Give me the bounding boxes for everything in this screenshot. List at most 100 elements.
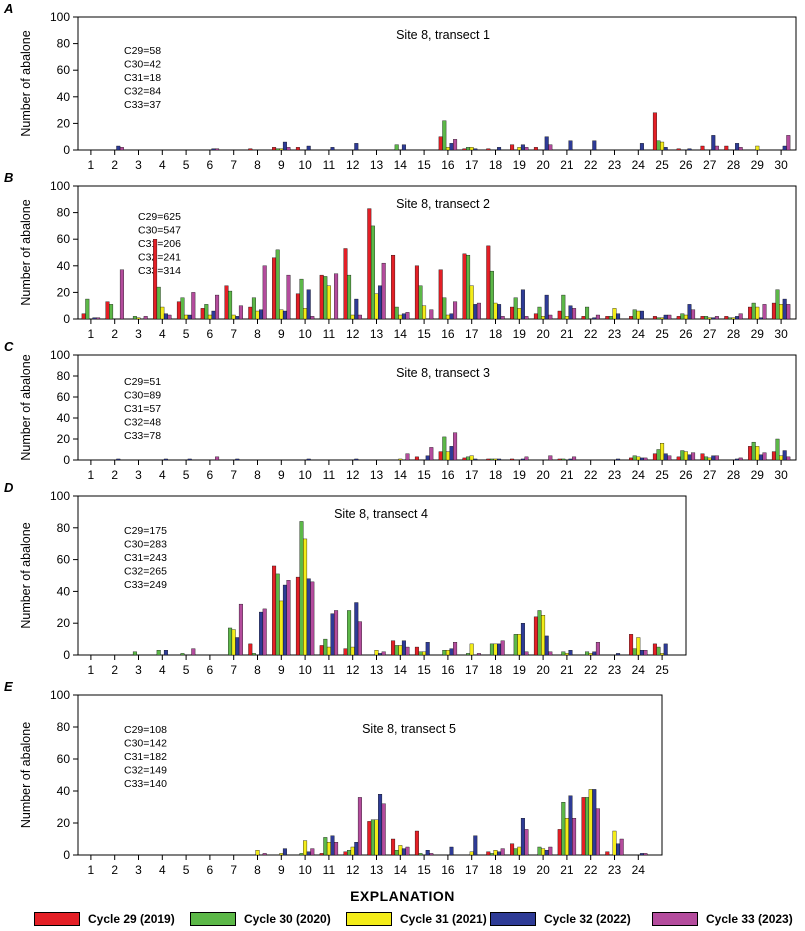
bar-b-q10-c30 bbox=[299, 278, 304, 320]
chart-panel-e: E 0 20 40 60 80 100 Number of abalone Site 8, tr… bbox=[4, 679, 663, 877]
bar-d-q22-c31 bbox=[588, 653, 593, 656]
bar-b-q6-c33 bbox=[215, 294, 220, 320]
x-tick-label: 26 bbox=[679, 468, 693, 482]
bar-b-q15-c30 bbox=[418, 285, 423, 320]
bar-b-q14-c29 bbox=[391, 254, 396, 320]
legend-label-cycle-33: Cycle 33 (2023) bbox=[706, 912, 793, 926]
bar-b-q30-c32 bbox=[782, 298, 787, 320]
x-tick-label: 14 bbox=[394, 327, 408, 341]
bar-c-q29-c32 bbox=[758, 454, 763, 461]
x-tick-label: 19 bbox=[513, 158, 527, 172]
bar-e-q13-c33 bbox=[381, 803, 386, 856]
x-tick-label: 2 bbox=[111, 663, 118, 677]
x-tick-label: 2 bbox=[111, 863, 118, 877]
x-tick-label: 18 bbox=[489, 158, 503, 172]
bar-e-q20-c33 bbox=[548, 846, 553, 856]
x-tick-label: 29 bbox=[751, 327, 765, 341]
x-tick-label: 19 bbox=[513, 327, 527, 341]
bar-c-q26-c31 bbox=[683, 451, 688, 461]
x-tick-label: 28 bbox=[727, 327, 741, 341]
bar-a-q28-c33 bbox=[738, 147, 743, 151]
bar-d-q11-c29 bbox=[319, 645, 324, 656]
bar-c-q15-c29 bbox=[414, 456, 419, 461]
bar-c-q12-c32 bbox=[354, 458, 359, 461]
bar-e-q18-c32 bbox=[497, 851, 502, 856]
x-tick-label: 22 bbox=[584, 863, 598, 877]
x-tick-label: 20 bbox=[536, 468, 550, 482]
bar-a-q21-c32 bbox=[568, 140, 573, 151]
legend-label-cycle-30: Cycle 30 (2020) bbox=[244, 912, 331, 926]
legend-swatch-cycle-32 bbox=[490, 912, 536, 926]
bar-b-q3-c33 bbox=[143, 316, 148, 320]
bar-e-q20-c32 bbox=[544, 850, 549, 856]
bar-b-q4-c30 bbox=[156, 286, 161, 320]
x-tick-label: 16 bbox=[441, 863, 455, 877]
bar-d-q14-c33 bbox=[405, 646, 410, 656]
bar-b-q30-c30 bbox=[775, 289, 780, 320]
x-tick-label: 8 bbox=[254, 863, 261, 877]
bar-d-q5-c33 bbox=[191, 648, 196, 656]
bar-c-q24-c32 bbox=[639, 457, 644, 461]
bar-e-q12-c29 bbox=[343, 851, 348, 856]
bar-d-q8-c29 bbox=[248, 643, 253, 656]
bar-b-q21-c33 bbox=[572, 308, 577, 320]
bar-b-q16-c31 bbox=[445, 314, 450, 320]
bar-d-q8-c30 bbox=[251, 653, 256, 656]
y-tick-label: 40 bbox=[57, 584, 71, 598]
bar-e-q19-c30 bbox=[513, 848, 518, 856]
bar-b-q8-c33 bbox=[262, 265, 267, 320]
y-axis-label: Number of abalone bbox=[19, 722, 33, 828]
x-tick-label: 5 bbox=[183, 468, 190, 482]
bar-a-q11-c32 bbox=[330, 147, 335, 151]
bar-b-q6-c29 bbox=[200, 308, 205, 320]
bar-b-q16-c29 bbox=[438, 269, 443, 320]
bar-c-q28-c33 bbox=[738, 457, 743, 461]
bar-d-q9-c30 bbox=[275, 573, 280, 656]
bar-b-q7-c29 bbox=[224, 285, 229, 320]
bar-b-q5-c32 bbox=[187, 314, 192, 320]
bar-b-q13-c29 bbox=[367, 208, 372, 320]
bar-b-q29-c30 bbox=[751, 302, 756, 320]
bar-c-q4-c32 bbox=[163, 458, 168, 461]
bar-d-q14-c32 bbox=[401, 640, 406, 656]
bar-d-q5-c30 bbox=[180, 653, 185, 656]
bar-c-q30-c31 bbox=[779, 455, 784, 461]
bar-b-q28-c32 bbox=[735, 316, 740, 320]
bar-e-q14-c31 bbox=[398, 845, 403, 856]
x-tick-label: 4 bbox=[159, 863, 166, 877]
bar-d-q12-c32 bbox=[354, 602, 359, 656]
bar-a-q10-c29 bbox=[295, 147, 300, 151]
bar-a-q19-c31 bbox=[517, 147, 522, 151]
x-tick-label: 23 bbox=[608, 468, 622, 482]
bar-b-q27-c29 bbox=[700, 316, 705, 320]
bar-c-q23-c32 bbox=[616, 458, 621, 461]
x-tick-label: 19 bbox=[513, 863, 527, 877]
bar-e-q13-c29 bbox=[367, 821, 372, 856]
bar-b-q27-c30 bbox=[704, 316, 709, 320]
y-tick-label: 0 bbox=[63, 143, 70, 157]
bar-b-q17-c33 bbox=[476, 302, 481, 320]
bar-b-q30-c33 bbox=[786, 304, 791, 320]
x-tick-label: 29 bbox=[751, 158, 765, 172]
x-tick-label: 23 bbox=[608, 663, 622, 677]
y-tick-label: 0 bbox=[63, 848, 70, 862]
bar-d-q24-c31 bbox=[636, 637, 641, 656]
bar-d-q7-c32 bbox=[235, 637, 240, 656]
bar-b-q6-c32 bbox=[211, 310, 216, 320]
y-tick-label: 100 bbox=[50, 348, 70, 362]
bar-d-q22-c32 bbox=[592, 651, 597, 656]
bar-c-q29-c31 bbox=[755, 446, 760, 461]
y-tick-label: 40 bbox=[57, 259, 71, 273]
bar-b-q2-c29 bbox=[105, 301, 110, 320]
bar-b-q18-c33 bbox=[500, 316, 505, 320]
x-tick-label: 27 bbox=[703, 327, 717, 341]
total-count-label: C32=265 bbox=[124, 566, 167, 578]
x-tick-label: 4 bbox=[159, 468, 166, 482]
x-tick-label: 4 bbox=[159, 663, 166, 677]
bar-e-q11-c29 bbox=[319, 853, 324, 856]
bar-c-q28-c32 bbox=[735, 458, 740, 461]
bar-b-q5-c29 bbox=[176, 301, 181, 320]
total-count-label: C31=182 bbox=[124, 751, 167, 763]
x-tick-label: 13 bbox=[370, 468, 384, 482]
x-tick-label: 1 bbox=[88, 327, 95, 341]
